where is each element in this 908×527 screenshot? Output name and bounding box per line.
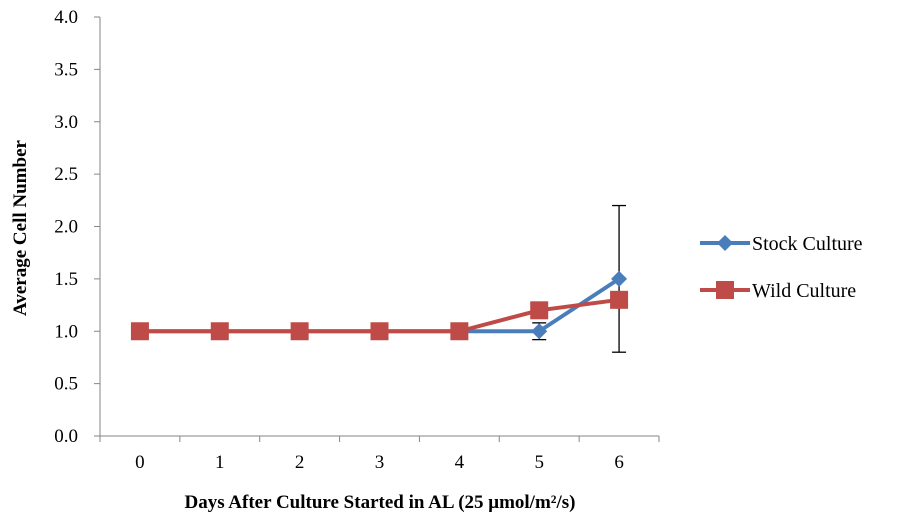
legend-marker xyxy=(717,235,733,251)
legend: Stock Culture Wild Culture xyxy=(700,233,863,302)
y-tick-label: 3.5 xyxy=(54,59,78,80)
x-tick-label: 1 xyxy=(215,452,225,473)
legend-label: Stock Culture xyxy=(752,233,863,255)
x-tick-label: 0 xyxy=(135,452,145,473)
x-tick-label: 4 xyxy=(455,452,465,473)
legend-marker xyxy=(716,281,734,299)
y-tick-label: 1.5 xyxy=(54,269,78,290)
data-point xyxy=(290,322,309,341)
x-tick-label: 5 xyxy=(534,452,544,473)
data-point xyxy=(130,322,149,341)
data-point xyxy=(210,322,229,341)
y-axis-title: Average Cell Number xyxy=(10,140,31,316)
data-point xyxy=(610,290,629,309)
x-axis-title: Days After Culture Started in AL (25 μmo… xyxy=(184,492,575,513)
y-tick-label: 1.0 xyxy=(54,321,78,342)
y-tick-label: 3.0 xyxy=(54,112,78,133)
x-tick-label: 2 xyxy=(295,452,305,473)
data-point xyxy=(370,322,389,341)
y-tick-label: 0.5 xyxy=(54,374,78,395)
y-axis: 0.0 0.5 1.0 1.5 2.0 2.5 3.0 3.5 4.0 xyxy=(54,7,101,447)
y-tick-label: 2.0 xyxy=(54,217,78,238)
x-tick-label: 6 xyxy=(614,452,624,473)
data-point xyxy=(450,322,469,341)
x-axis: 0 1 2 3 4 5 6 xyxy=(99,435,660,473)
x-tick-label: 3 xyxy=(375,452,385,473)
y-tick-label: 0.0 xyxy=(54,426,78,447)
y-tick-label: 4.0 xyxy=(54,7,78,28)
data-point xyxy=(531,323,548,340)
series-layer xyxy=(130,270,629,341)
legend-label: Wild Culture xyxy=(752,280,856,302)
data-point xyxy=(611,270,628,287)
data-point xyxy=(530,301,549,320)
y-tick-label: 2.5 xyxy=(54,164,78,185)
